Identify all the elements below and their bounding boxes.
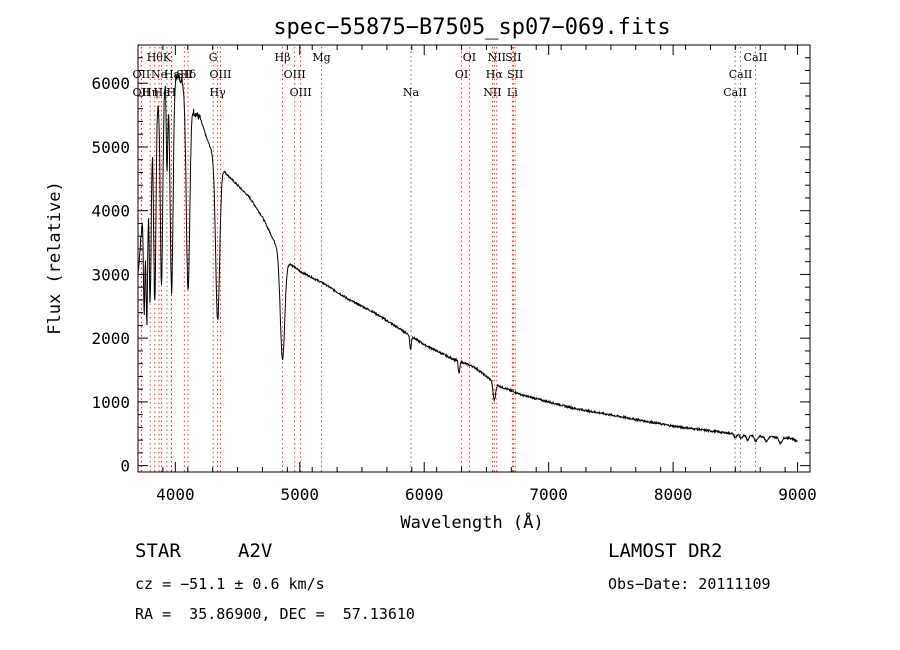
x-tick-label: 8000 (654, 485, 693, 504)
y-tick-label: 1000 (91, 393, 130, 412)
line-marker-label: CaII (744, 51, 768, 64)
line-marker-label: K (163, 51, 172, 64)
x-axis: 4000 5000 6000 7000 8000 9000 (137, 45, 817, 504)
y-axis: 0 1000 2000 3000 4000 5000 6000 (91, 57, 810, 476)
line-marker-label: Mg (312, 51, 330, 64)
line-marker-label: Hβ (275, 51, 291, 64)
object-class: STAR (135, 540, 181, 562)
line-marker-label: Hγ (210, 86, 227, 99)
line-marker-label: CaII (729, 68, 753, 81)
line-marker-label: Hα (486, 68, 504, 81)
y-axis-label: Flux (relative) (45, 181, 65, 335)
x-tick-label: 4000 (156, 485, 195, 504)
observation-date: Obs−Date: 20111109 (608, 575, 771, 593)
line-marker-label: NII (488, 51, 506, 64)
line-marker-label: Hδ (180, 68, 197, 81)
line-marker-label: OIII (290, 86, 312, 99)
y-tick-label: 4000 (91, 202, 130, 221)
spectral-subclass: A2V (238, 540, 273, 562)
line-marker-label: OIII (284, 68, 306, 81)
line-marker-label: NII (483, 86, 501, 99)
spectrum-series (137, 73, 798, 446)
line-marker-label: OII (133, 86, 151, 99)
line-markers: OIIOIIHηHθNeHeKHHεSIIHδGHγOIIIHβOIIIOIII… (133, 47, 768, 472)
y-tick-label: 5000 (91, 138, 130, 157)
y-tick-label: 3000 (91, 265, 130, 284)
line-marker-label: SII (176, 68, 192, 81)
line-marker-label: Li (507, 86, 518, 99)
y-tick-label: 0 (120, 457, 130, 476)
x-tick-label: 9000 (778, 485, 817, 504)
line-marker-label: Na (403, 86, 420, 99)
line-marker-label: G (209, 51, 218, 64)
x-tick-label: 6000 (405, 485, 444, 504)
chart-title: spec−55875−B7505_sp07−069.fits (273, 15, 670, 40)
line-marker-label: SII (505, 51, 521, 64)
y-tick-label: 2000 (91, 329, 130, 348)
line-marker-label: Ne (151, 68, 167, 81)
plot-frame (137, 44, 811, 473)
spectrum-line (137, 73, 798, 446)
x-axis-label: Wavelength (Å) (400, 511, 543, 533)
line-marker-label: OI (463, 51, 476, 64)
survey-name: LAMOST DR2 (608, 540, 723, 562)
line-marker-label: Hη (142, 86, 158, 99)
line-marker-label: OIII (209, 68, 231, 81)
line-marker-label: CaII (723, 86, 747, 99)
x-tick-label: 7000 (529, 485, 568, 504)
line-marker-label: OI (455, 68, 468, 81)
y-tick-label: 6000 (91, 74, 130, 93)
coordinates-readout: RA = 35.86900, DEC = 57.13610 (135, 605, 415, 623)
line-marker-label: Hθ (147, 51, 164, 64)
velocity-readout: cz = −51.1 ± 0.6 km/s (135, 575, 325, 593)
line-marker-label: SII (507, 68, 523, 81)
x-tick-label: 5000 (281, 485, 320, 504)
